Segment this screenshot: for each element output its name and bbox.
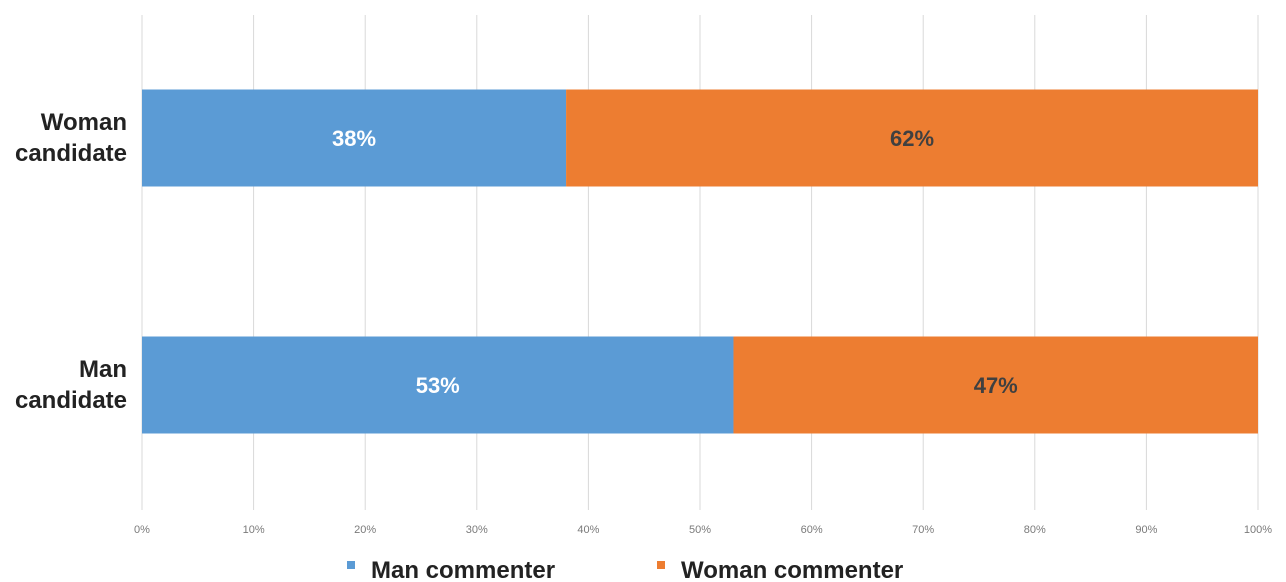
legend-item[interactable]: Man commenter — [347, 557, 555, 582]
x-tick-label: 100% — [1244, 524, 1272, 536]
bar-labels: 38% 62% 53% 47% — [332, 126, 1018, 398]
x-tick-label: 30% — [466, 524, 488, 536]
bar-data-label: 62% — [890, 126, 934, 151]
x-tick-label: 60% — [801, 524, 823, 536]
category-label: Man candidate — [15, 356, 127, 414]
x-tick-label: 0% — [134, 524, 150, 536]
x-tick-label: 20% — [354, 524, 376, 536]
legend-item[interactable]: Woman commenter — [657, 557, 903, 582]
category-labels: Woman candidate Man candidate — [15, 109, 127, 414]
x-tick-label: 70% — [912, 524, 934, 536]
legend[interactable]: Man commenter Woman commenter — [347, 557, 903, 582]
bar-data-label: 47% — [974, 373, 1018, 398]
x-tick-label: 50% — [689, 524, 711, 536]
legend-label: Woman commenter — [681, 557, 903, 582]
x-tick-label: 10% — [243, 524, 265, 536]
bar-segment — [142, 89, 567, 187]
bars — [142, 89, 1258, 434]
category-label: Woman candidate — [15, 109, 127, 167]
x-tick-labels: 0% 10% 20% 30% 40% 50% 60% 70% 80% 90% 100% — [134, 524, 1272, 536]
bar-segment — [733, 336, 1258, 434]
bar-segment — [142, 336, 734, 434]
x-tick-label: 40% — [577, 524, 599, 536]
bar-segment — [566, 89, 1258, 187]
legend-swatch — [347, 561, 355, 569]
gridlines — [141, 15, 1259, 510]
legend-label: Man commenter — [371, 557, 555, 582]
x-tick-label: 80% — [1024, 524, 1046, 536]
bar-data-label: 53% — [416, 373, 460, 398]
x-tick-label: 90% — [1135, 524, 1157, 536]
bar-data-label: 38% — [332, 126, 376, 151]
legend-swatch — [657, 561, 665, 569]
